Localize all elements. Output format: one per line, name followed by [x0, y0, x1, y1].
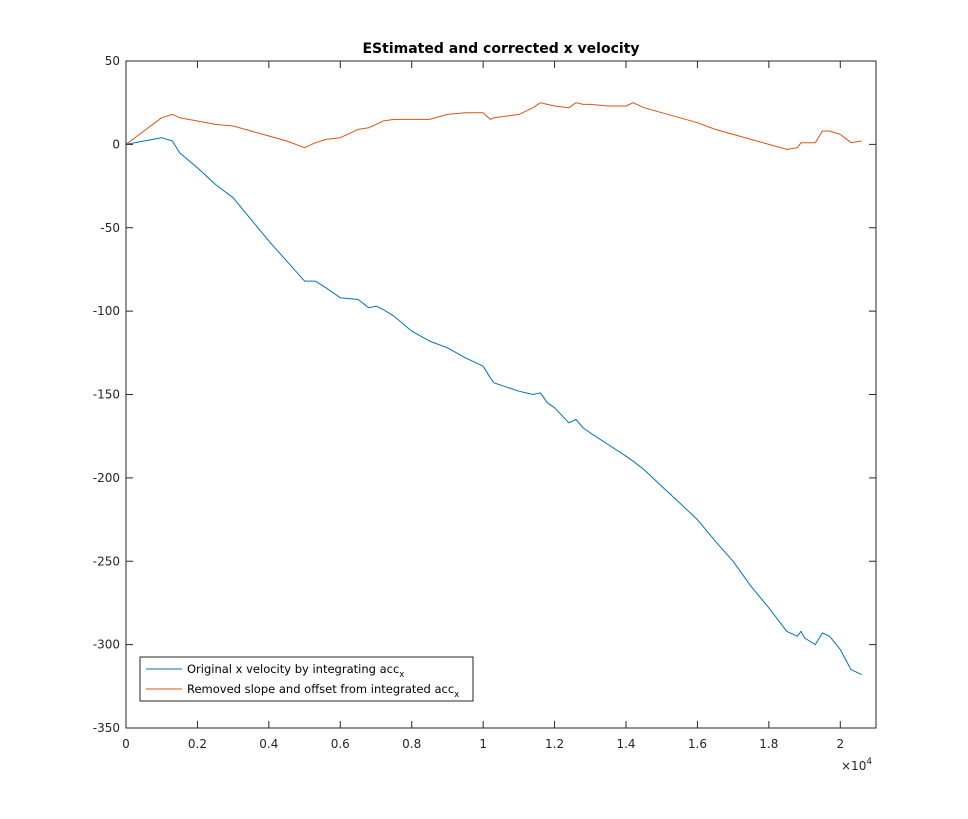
x-tick-label: 0.8	[402, 737, 421, 751]
y-tick-label: -200	[93, 471, 120, 485]
x-tick-label: 1	[479, 737, 487, 751]
y-tick-label: 50	[105, 54, 120, 68]
x-tick-label: 0	[122, 737, 130, 751]
x-tick-label: 0.2	[188, 737, 207, 751]
x-tick-label: 1.4	[616, 737, 635, 751]
y-tick-label: -300	[93, 638, 120, 652]
legend-entry-corrected: Removed slope and offset from integrated…	[187, 682, 459, 700]
legend-box	[139, 656, 474, 702]
ticks-layer: 0 0.2 0.4 0.6 0.8 1 1.2 1.4 1.6 1.8 2 50 0 -50 -100 -15…	[93, 54, 876, 751]
x-exponent-label: ×104	[841, 757, 872, 773]
y-tick-label: -150	[93, 388, 120, 402]
x-tick-label: 0.6	[331, 737, 350, 751]
series-layer	[125, 102, 862, 676]
x-tick-label: 1.8	[759, 737, 778, 751]
legend-entry-original: Original x velocity by integrating accx	[187, 662, 404, 680]
chart-title: EStimated and corrected x velocity	[362, 41, 639, 57]
plot-area	[126, 61, 876, 728]
y-tick-label: -50	[100, 221, 120, 235]
y-tick-label: -100	[93, 304, 120, 318]
series-line-corrected	[125, 102, 862, 150]
axes-box	[125, 60, 877, 729]
y-tick-label: -250	[93, 554, 120, 568]
x-tick-label: 0.4	[259, 737, 278, 751]
x-tick-label: 1.2	[545, 737, 564, 751]
series-line-original	[125, 137, 862, 676]
y-tick-label: 0	[112, 137, 120, 151]
x-tick-label: 2	[836, 737, 844, 751]
x-tick-label: 1.6	[688, 737, 707, 751]
legend: Original x velocity by integrating accx …	[139, 656, 474, 702]
y-tick-label: -350	[93, 721, 120, 735]
